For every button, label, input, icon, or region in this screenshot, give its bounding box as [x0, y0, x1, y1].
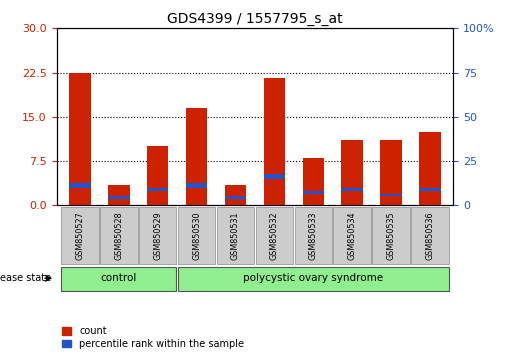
Bar	[186, 183, 208, 188]
Title: GDS4399 / 1557795_s_at: GDS4399 / 1557795_s_at	[167, 12, 343, 26]
Bar	[333, 206, 371, 264]
Text: GSM850529: GSM850529	[153, 211, 162, 260]
Bar	[147, 146, 168, 205]
Bar	[108, 185, 130, 205]
Text: GSM850532: GSM850532	[270, 211, 279, 260]
Text: GSM850528: GSM850528	[114, 211, 124, 260]
Text: GSM850530: GSM850530	[192, 211, 201, 260]
Bar	[70, 183, 91, 188]
Text: control: control	[100, 273, 137, 283]
Text: GSM850531: GSM850531	[231, 211, 240, 260]
Bar	[372, 206, 409, 264]
Bar	[225, 196, 246, 199]
Bar	[225, 185, 246, 205]
Bar	[264, 174, 285, 179]
Bar	[108, 196, 130, 199]
Bar	[380, 141, 402, 205]
Bar	[70, 73, 91, 205]
Bar	[100, 206, 138, 264]
Bar	[341, 188, 363, 190]
Bar	[295, 206, 332, 264]
Bar	[256, 206, 293, 264]
Text: GSM850533: GSM850533	[308, 211, 318, 260]
Bar	[264, 79, 285, 205]
Bar	[61, 267, 177, 291]
Text: GSM850527: GSM850527	[76, 211, 84, 260]
Bar	[147, 188, 168, 190]
Bar	[302, 158, 324, 205]
Text: disease state: disease state	[0, 273, 51, 283]
Bar	[419, 188, 440, 190]
Bar	[178, 206, 215, 264]
Bar	[411, 206, 449, 264]
Text: GSM850534: GSM850534	[348, 211, 356, 260]
Bar	[302, 190, 324, 194]
Bar	[178, 267, 449, 291]
Bar	[341, 141, 363, 205]
Text: GSM850536: GSM850536	[425, 211, 434, 260]
Bar	[419, 132, 440, 205]
Text: polycystic ovary syndrome: polycystic ovary syndrome	[243, 273, 383, 283]
Legend: count, percentile rank within the sample: count, percentile rank within the sample	[61, 326, 244, 349]
Text: GSM850535: GSM850535	[386, 211, 396, 260]
Bar	[380, 194, 402, 196]
Bar	[217, 206, 254, 264]
Bar	[186, 108, 208, 205]
Bar	[61, 206, 99, 264]
Bar	[139, 206, 177, 264]
